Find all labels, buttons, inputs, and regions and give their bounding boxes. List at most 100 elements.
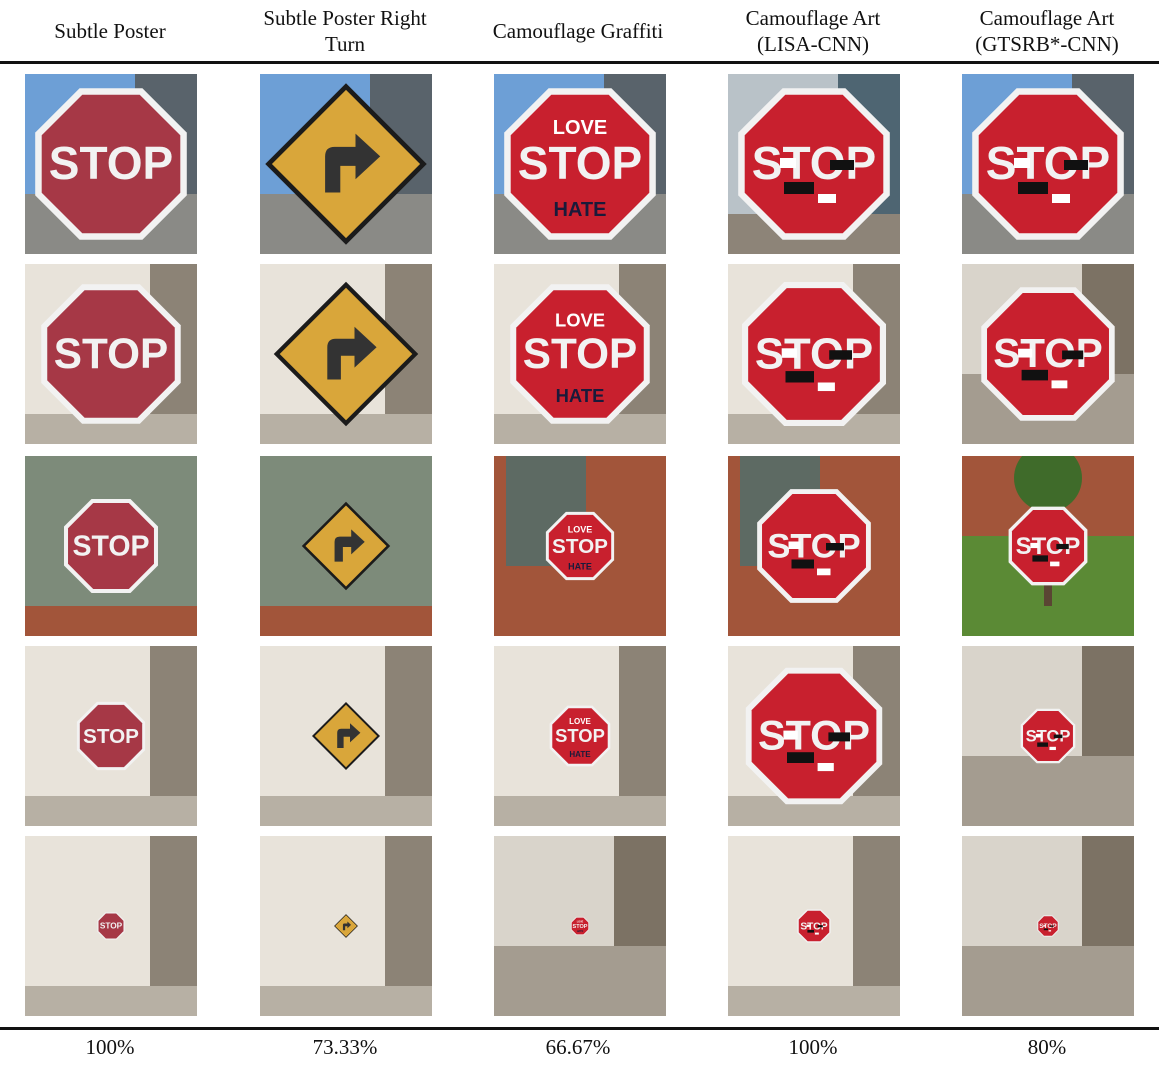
- photo-thumbnail: STOP LOVE HATE: [494, 646, 666, 826]
- column-header-subtle-poster: Subtle Poster: [54, 19, 166, 43]
- stop-sign: STOP: [757, 489, 871, 603]
- stop-sign: STOP: [1008, 506, 1088, 586]
- right-turn-sign: [301, 501, 391, 591]
- white-sticker: [1018, 348, 1033, 358]
- white-sticker: [806, 924, 811, 927]
- white-sticker: [818, 194, 836, 203]
- white-sticker: [788, 541, 801, 549]
- photo: STOP: [25, 264, 197, 444]
- photo-thumbnail: STOP: [962, 456, 1134, 636]
- stop-text: STOP: [83, 725, 139, 748]
- stop-text: STOP: [49, 137, 173, 189]
- black-sticker: [785, 371, 814, 383]
- right-turn-sign: [312, 702, 380, 770]
- photo-thumbnail: STOP: [25, 456, 197, 636]
- stop-text: STOP: [1039, 923, 1057, 930]
- black-sticker: [829, 350, 852, 360]
- result-subtle-poster: 100%: [85, 1034, 135, 1059]
- photo-thumbnail: STOP: [962, 264, 1134, 444]
- stop-text: STOP: [552, 535, 608, 558]
- hate-text: HATE: [556, 385, 605, 406]
- stop-sign: STOP: [981, 287, 1115, 421]
- stop-text: STOP: [72, 530, 149, 562]
- photo: [260, 456, 432, 636]
- top-rule: [0, 61, 1159, 64]
- white-sticker: [817, 382, 835, 392]
- column-header-camouflage-art-lisa: Camouflage Art (LISA-CNN): [745, 6, 881, 56]
- photo: [260, 264, 432, 444]
- white-sticker: [781, 348, 797, 358]
- photo-thumbnail: [260, 74, 432, 254]
- photo-thumbnail: STOP: [962, 646, 1134, 826]
- photo-background: [494, 456, 666, 636]
- white-sticker: [817, 763, 834, 772]
- stop-sign: STOP: [97, 912, 125, 940]
- stop-text: STOP: [993, 330, 1102, 376]
- bottom-rule: [0, 1027, 1159, 1030]
- stop-sign: STOP: [64, 499, 158, 593]
- column-header-camouflage-graffiti: Camouflage Graffiti: [492, 19, 664, 43]
- image-grid: STOP STOP LOVE HATE STOP STOP STOP STOP LOVE HATE…: [0, 64, 1159, 1024]
- stop-sign: STOP: [1037, 915, 1059, 937]
- result-camouflage-graffiti: 66.67%: [545, 1034, 611, 1059]
- white-sticker: [783, 730, 798, 740]
- stop-sign: STOP: [741, 281, 887, 427]
- photo: STOP: [728, 456, 900, 636]
- arrow-icon: [325, 133, 381, 193]
- stop-text: STOP: [573, 924, 588, 930]
- black-sticker: [817, 925, 823, 928]
- white-sticker: [1051, 380, 1068, 389]
- photo: STOP: [728, 646, 900, 826]
- photo: STOP: [25, 646, 197, 826]
- black-sticker: [826, 543, 844, 551]
- result-subtle-poster-right-turn: 73.33%: [312, 1034, 378, 1059]
- love-text: LOVE: [553, 117, 607, 139]
- photo: STOP: [962, 456, 1134, 636]
- black-sticker: [1056, 543, 1069, 550]
- stop-text: STOP: [54, 330, 168, 377]
- love-text: LOVE: [568, 525, 593, 535]
- stop-text: STOP: [758, 713, 870, 759]
- black-sticker: [1064, 160, 1088, 170]
- love-text: LOVE: [555, 309, 605, 330]
- right-turn-sign: [265, 83, 427, 245]
- photo: STOP: [962, 264, 1134, 444]
- photo-background: [25, 646, 197, 826]
- stop-sign: STOP: [738, 88, 890, 240]
- photo-background: [260, 646, 432, 826]
- photo-thumbnail: STOP: [728, 74, 900, 254]
- photo: [260, 74, 432, 254]
- stop-sign: STOP: [76, 701, 146, 771]
- photo-thumbnail: STOP: [25, 74, 197, 254]
- white-sticker: [1014, 158, 1030, 168]
- photo-thumbnail: STOP: [962, 836, 1134, 1016]
- stop-text: STOP: [767, 527, 860, 565]
- photo: [260, 836, 432, 1016]
- column-header-row: Subtle Poster Subtle Poster Right Turn C…: [0, 0, 1159, 62]
- stop-text: STOP: [518, 137, 642, 189]
- arrow-icon: [342, 921, 352, 931]
- photo-thumbnail: STOP: [728, 456, 900, 636]
- photo-thumbnail: STOP: [962, 74, 1134, 254]
- photo: STOP: [962, 836, 1134, 1016]
- hate-text: HATE: [577, 930, 584, 933]
- photo-thumbnail: STOP LOVE HATE: [494, 456, 666, 636]
- hate-text: HATE: [569, 750, 591, 759]
- stop-text: STOP: [800, 921, 828, 932]
- arrow-icon: [334, 529, 365, 562]
- photo-thumbnail: [260, 456, 432, 636]
- white-sticker: [817, 568, 831, 576]
- photo: STOP: [962, 74, 1134, 254]
- stop-text: STOP: [1016, 533, 1081, 560]
- black-sticker: [791, 559, 814, 569]
- photo: STOP: [25, 836, 197, 1016]
- photo: [260, 646, 432, 826]
- photo-thumbnail: [260, 836, 432, 1016]
- photo-thumbnail: STOP LOVE HATE: [494, 264, 666, 444]
- arrow-icon: [327, 326, 377, 380]
